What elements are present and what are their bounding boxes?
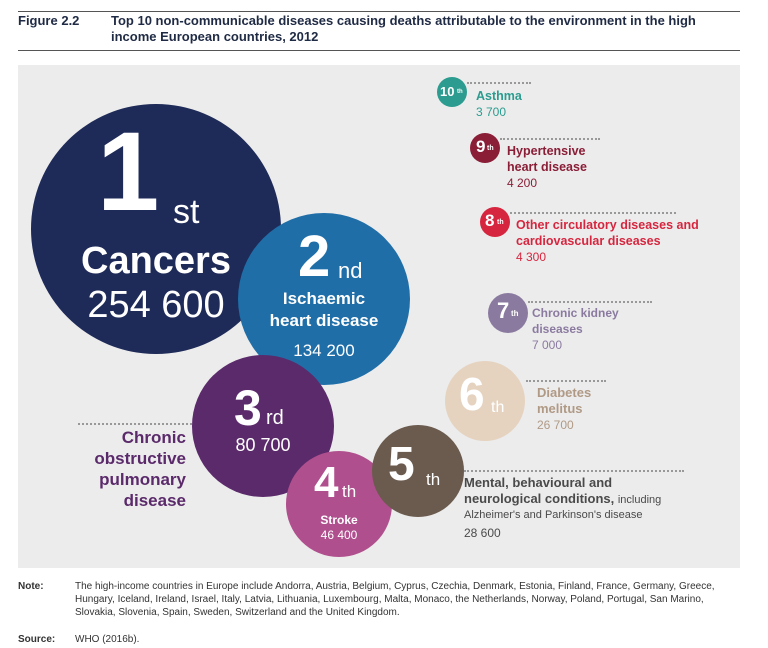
rank-9-name-line2: heart disease bbox=[507, 160, 587, 174]
rank-9-suffix: th bbox=[487, 145, 494, 152]
rank-10-leader-line bbox=[467, 82, 531, 84]
note-label: Note: bbox=[18, 581, 44, 592]
rank-5-name-suffix: including bbox=[617, 494, 662, 506]
rank-7-name-line1: Chronic kidney bbox=[532, 306, 619, 320]
rank-2-suffix: nd bbox=[338, 258, 363, 283]
rank-2-name-line1: Ischaemic bbox=[282, 289, 366, 308]
rank-6-circle: 6 th bbox=[445, 361, 525, 441]
rank-4-number: 4 bbox=[314, 458, 339, 507]
rank-3-name-line1: Chronic bbox=[121, 428, 186, 447]
rank-10-number: 10 bbox=[440, 84, 455, 99]
rank-2-number: 2 bbox=[298, 224, 331, 289]
rank-7-name-line2: diseases bbox=[532, 322, 583, 336]
rank-7-value: 7 000 bbox=[532, 338, 563, 352]
rank-1-value: 254 600 bbox=[87, 284, 225, 326]
rank-5-suffix: th bbox=[426, 470, 441, 489]
rank-9-badge: 9 th bbox=[470, 133, 500, 163]
rank-3-suffix: rd bbox=[266, 407, 284, 429]
infographic-panel: 1 st Cancers 254 600 2 nd Ischaemic hear… bbox=[18, 65, 740, 568]
rank-3-leader-line bbox=[78, 423, 192, 425]
rank-8-name-line1: Other circulatory diseases and bbox=[516, 218, 699, 232]
rank-8-label: Other circulatory diseases and cardiovas… bbox=[516, 217, 734, 265]
rank-5-name-line1: Mental, behavioural and bbox=[464, 475, 613, 490]
rank-6-number: 6 bbox=[459, 368, 485, 420]
rank-6-leader-line bbox=[526, 380, 606, 382]
rank-10-suffix: th bbox=[457, 89, 463, 95]
rank-4-name: Stroke bbox=[320, 513, 358, 527]
rank-5-name-line2: neurological conditions, bbox=[464, 491, 615, 506]
rank-6-label: Diabetes melitus 26 700 bbox=[537, 385, 687, 433]
rank-1-name: Cancers bbox=[81, 240, 231, 282]
rank-9-value: 4 200 bbox=[507, 176, 538, 190]
rank-10-value: 3 700 bbox=[476, 105, 507, 119]
top-rule bbox=[18, 11, 740, 12]
rank-7-badge: 7 th bbox=[488, 293, 528, 333]
rank-8-badge: 8 th bbox=[480, 207, 510, 237]
header-bottom-rule bbox=[18, 50, 740, 51]
rank-10-label: Asthma 3 700 bbox=[476, 88, 596, 120]
note-text: The high-income countries in Europe incl… bbox=[75, 581, 715, 618]
rank-5-leader-line bbox=[464, 470, 684, 472]
rank-7-number: 7 bbox=[497, 298, 510, 323]
rank-5-label: Mental, behavioural and neurological con… bbox=[464, 475, 734, 543]
rank-4-suffix: th bbox=[342, 482, 357, 501]
rank-1-circle: 1 st Cancers 254 600 bbox=[31, 104, 281, 354]
figure-label: Figure 2.2 bbox=[18, 13, 80, 28]
rank-7-label: Chronic kidney diseases 7 000 bbox=[532, 305, 702, 353]
rank-3-name-line4: disease bbox=[123, 491, 186, 510]
rank-5-name-line3: Alzheimer's and Parkinson's disease bbox=[464, 509, 643, 521]
rank-2-name-line2: heart disease bbox=[269, 311, 379, 330]
rank-9-leader-line bbox=[500, 138, 600, 140]
rank-7-leader-line bbox=[528, 301, 652, 303]
rank-6-suffix: th bbox=[491, 399, 505, 416]
rank-3-name-line2: obstructive bbox=[94, 449, 186, 468]
rank-6-name-line2: melitus bbox=[537, 401, 583, 416]
rank-2-value: 134 200 bbox=[293, 341, 355, 360]
rank-9-label: Hypertensive heart disease 4 200 bbox=[507, 143, 657, 191]
rank-8-number: 8 bbox=[485, 211, 495, 230]
rank-3-name-line3: pulmonary bbox=[99, 470, 186, 489]
rank-1-suffix: st bbox=[173, 193, 200, 231]
rank-10-badge: 10 th bbox=[437, 77, 467, 107]
rank-8-suffix: th bbox=[497, 219, 504, 226]
rank-3-label: Chronic obstructive pulmonary disease bbox=[58, 427, 186, 511]
rank-1-number: 1 bbox=[97, 109, 160, 234]
rank-7-suffix: th bbox=[511, 309, 519, 318]
rank-2-circle: 2 nd Ischaemic heart disease 134 200 bbox=[238, 213, 410, 385]
rank-8-name-line2: cardiovascular diseases bbox=[516, 234, 661, 248]
rank-8-leader-line bbox=[510, 212, 676, 214]
rank-4-value: 46 400 bbox=[320, 528, 358, 542]
rank-5-value: 28 600 bbox=[464, 526, 501, 540]
rank-8-value: 4 300 bbox=[516, 250, 547, 264]
source-text: WHO (2016b). bbox=[75, 634, 140, 645]
rank-3-number: 3 bbox=[234, 380, 262, 436]
rank-10-name: Asthma bbox=[476, 89, 522, 103]
source-label: Source: bbox=[18, 634, 56, 645]
figure-title: Top 10 non-communicable diseases causing… bbox=[111, 13, 696, 44]
rank-6-name-line1: Diabetes bbox=[537, 385, 592, 400]
rank-9-number: 9 bbox=[476, 137, 486, 156]
rank-5-number: 5 bbox=[388, 438, 415, 491]
rank-3-value: 80 700 bbox=[235, 435, 291, 455]
rank-9-name-line1: Hypertensive bbox=[507, 144, 586, 158]
rank-5-circle: 5 th bbox=[372, 425, 464, 517]
rank-6-value: 26 700 bbox=[537, 418, 574, 432]
